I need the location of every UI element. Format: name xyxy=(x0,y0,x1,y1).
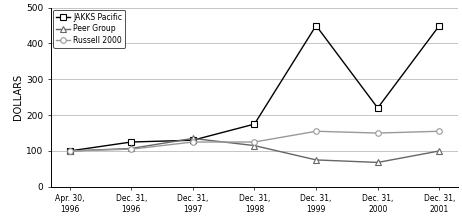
JAKKS Pacific xyxy=(67,150,73,152)
Russell 2000 xyxy=(375,132,381,134)
Russell 2000 xyxy=(437,130,442,133)
Line: Russell 2000: Russell 2000 xyxy=(67,128,442,154)
Peer Group xyxy=(128,147,134,150)
Peer Group xyxy=(375,161,381,164)
Peer Group xyxy=(313,159,319,161)
Russell 2000 xyxy=(190,141,195,143)
Peer Group xyxy=(67,150,73,152)
Russell 2000 xyxy=(128,148,134,150)
Russell 2000 xyxy=(252,141,257,143)
JAKKS Pacific xyxy=(437,24,442,27)
Russell 2000 xyxy=(67,150,73,152)
Peer Group xyxy=(190,137,195,140)
Line: JAKKS Pacific: JAKKS Pacific xyxy=(67,23,442,154)
Line: Peer Group: Peer Group xyxy=(67,136,442,165)
Peer Group xyxy=(437,150,442,152)
Y-axis label: DOLLARS: DOLLARS xyxy=(13,74,24,120)
JAKKS Pacific xyxy=(375,107,381,109)
JAKKS Pacific xyxy=(190,139,195,141)
Legend: JAKKS Pacific, Peer Group, Russell 2000: JAKKS Pacific, Peer Group, Russell 2000 xyxy=(54,10,125,48)
Russell 2000 xyxy=(313,130,319,133)
JAKKS Pacific xyxy=(313,24,319,27)
JAKKS Pacific xyxy=(128,141,134,143)
JAKKS Pacific xyxy=(252,123,257,125)
Peer Group xyxy=(252,144,257,147)
